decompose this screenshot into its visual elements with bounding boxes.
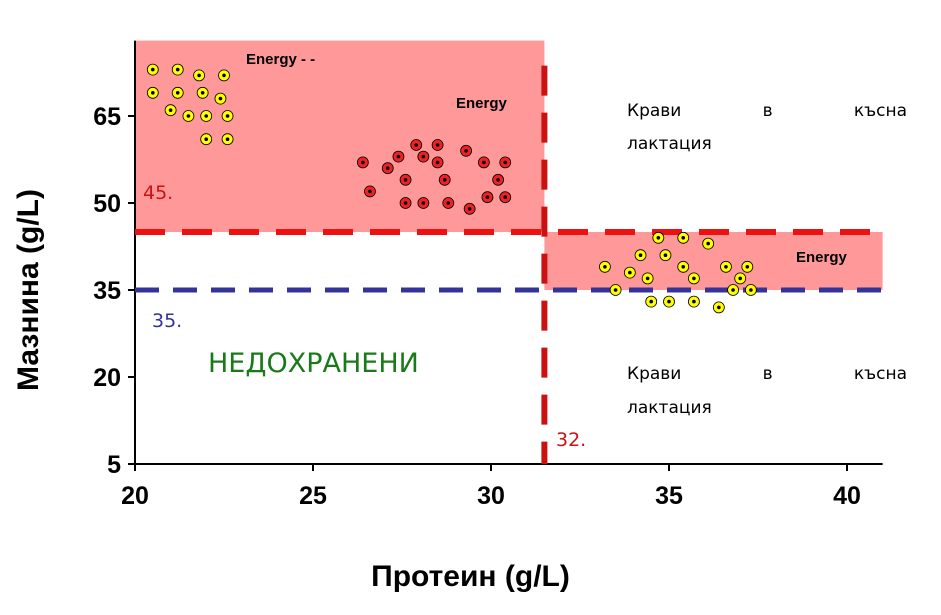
yellow-point-center-1 <box>151 67 155 72</box>
yellow-point-center-30 <box>724 265 728 269</box>
late-lactation-bottom-line2: лактация <box>627 398 712 418</box>
late-lactation-top-line1: Крави в късна <box>627 101 907 121</box>
y-tick-label-65: 65 <box>93 103 121 131</box>
protein-label: 32. <box>556 429 586 451</box>
labels-layer: Energy - - Energy Energy 45. 35. 32. НЕД… <box>143 51 848 451</box>
yellow-point-center-26 <box>692 276 696 281</box>
red-point-center-7 <box>421 154 426 159</box>
yellow-point-center-21 <box>663 253 668 257</box>
x-tick-label-25: 25 <box>299 482 327 510</box>
yellow-point-center-9 <box>168 108 173 112</box>
yellow-point-center-33 <box>745 265 750 269</box>
red-point-center-6 <box>414 143 419 147</box>
yellow-point-center-31 <box>731 288 735 292</box>
yellow-point-center-4 <box>222 73 226 78</box>
red-point-center-2 <box>368 189 372 194</box>
y-tick-label-5: 5 <box>107 451 121 479</box>
red-point-center-14 <box>503 160 508 165</box>
red-point-center-20 <box>503 195 508 199</box>
yellow-point-center-32 <box>738 276 742 281</box>
yellow-point-center-20 <box>656 236 661 240</box>
points-layer <box>146 63 757 314</box>
yellow-point-center-22 <box>649 299 653 304</box>
yellow-point-center-3 <box>197 73 201 78</box>
yellow-point-center-24 <box>681 236 686 240</box>
red-point-center-1 <box>361 160 365 165</box>
fat-high-label: 45. <box>143 182 173 204</box>
yellow-point-center-28 <box>706 241 710 246</box>
undernourished-label: НЕДОХРАНЕНИ <box>208 348 419 379</box>
red-point-center-3 <box>385 166 390 170</box>
red-point-center-9 <box>435 160 440 165</box>
fat-low-label: 35. <box>152 310 182 332</box>
energy-top-label: Energy <box>456 95 508 112</box>
yellow-point-center-5 <box>151 91 155 95</box>
yellow-point-center-12 <box>225 114 230 118</box>
yellow-point-center-13 <box>204 137 208 141</box>
red-point-center-19 <box>485 195 490 199</box>
y-tick-label-35: 35 <box>93 277 121 305</box>
yellow-point-center-23 <box>667 299 671 304</box>
red-point-center-17 <box>446 201 451 205</box>
y-tick-label-50: 50 <box>93 190 121 218</box>
yellow-point-center-10 <box>186 114 191 118</box>
red-point-center-13 <box>496 178 500 182</box>
red-point-center-4 <box>396 154 401 159</box>
x-axis-title: Протеин (g/L) <box>371 560 570 593</box>
late-lactation-bottom-line1: Крави в късна <box>627 364 907 384</box>
yellow-point-center-19 <box>645 276 650 281</box>
energy-minus-label: Energy - - <box>246 51 315 68</box>
red-point-center-12 <box>482 160 486 165</box>
yellow-point-center-27 <box>692 299 696 304</box>
yellow-point-center-16 <box>613 288 618 292</box>
red-point-center-5 <box>403 178 408 182</box>
x-tick-label-30: 30 <box>477 482 505 510</box>
yellow-point-center-2 <box>175 67 180 72</box>
yellow-point-center-7 <box>200 91 205 95</box>
y-tick-label-20: 20 <box>93 364 121 392</box>
yellow-point-center-14 <box>225 137 230 141</box>
yellow-point-center-8 <box>218 96 223 101</box>
yellow-point-center-25 <box>681 265 686 269</box>
yellow-point-center-17 <box>628 270 632 275</box>
yellow-point-center-15 <box>603 265 607 269</box>
y-axis-title: Мазнина (g/L) <box>12 189 45 391</box>
x-tick-label-40: 40 <box>833 482 861 510</box>
red-point-center-15 <box>403 201 408 205</box>
x-tick-label-35: 35 <box>655 482 683 510</box>
late-lactation-top-line2: лактация <box>627 134 712 154</box>
x-tick-label-20: 20 <box>121 482 149 510</box>
energy-right-label: Energy <box>796 249 848 266</box>
yellow-point-center-11 <box>204 114 208 118</box>
red-point-center-18 <box>467 207 472 211</box>
red-point-center-10 <box>442 178 447 182</box>
red-point-center-11 <box>464 149 468 153</box>
red-point-center-8 <box>435 143 440 147</box>
threshold-lines-layer <box>135 65 883 464</box>
red-point-center-16 <box>421 201 426 205</box>
shaded-region-1 <box>135 40 545 232</box>
yellow-point-center-6 <box>175 91 180 95</box>
yellow-point-center-34 <box>749 288 753 292</box>
yellow-point-center-18 <box>638 253 643 257</box>
yellow-point-center-29 <box>717 305 721 310</box>
